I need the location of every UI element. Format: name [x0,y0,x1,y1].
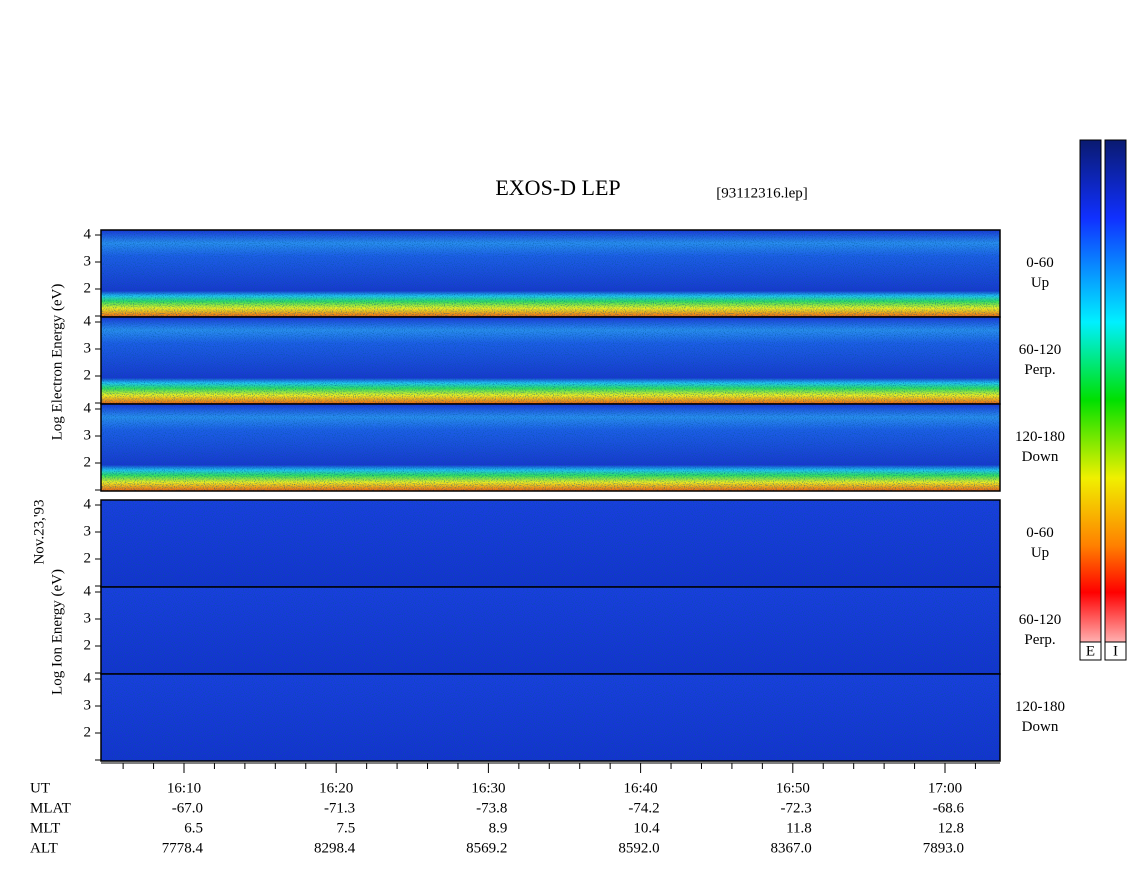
ephemeris-value: -72.3 [781,800,812,816]
file-label: [93112316.lep] [716,185,808,201]
y-tick-label: 4 [84,583,92,599]
panel-frame [100,403,1001,492]
y-tick-label: 2 [84,454,92,470]
direction-label: Up [1031,545,1049,561]
x-tick-label: 16:10 [167,780,201,796]
y-tick-label: 3 [84,427,92,443]
y-axis-label: Log Electron Energy (eV) [49,284,65,441]
x-tick-label: 16:30 [471,780,505,796]
y-tick-label: 4 [84,400,92,416]
y-tick-label: 3 [84,253,92,269]
y-tick-label: 4 [84,496,92,512]
spectrogram-noise [101,500,1000,587]
ephemeris-value: -67.0 [172,800,203,816]
pitch-label: 0-60 [1026,525,1054,541]
ephemeris-value: -71.3 [324,800,355,816]
pitch-label: 0-60 [1026,255,1054,271]
ephemeris-value: 8298.4 [314,840,356,856]
y-tick-label: 4 [84,670,92,686]
ephemeris-value: 7893.0 [923,840,964,856]
pitch-label: 120-180 [1015,429,1065,445]
y-tick-label: 3 [84,340,92,356]
y-tick-label: 4 [84,313,92,329]
direction-label: Perp. [1024,632,1055,648]
direction-label: Down [1022,719,1059,735]
ephemeris-value: -73.8 [476,800,507,816]
ephemeris-value: 7778.4 [162,840,204,856]
y-tick-label: 2 [84,550,92,566]
direction-label: Perp. [1024,362,1055,378]
y-tick-label: 2 [84,724,92,740]
colorbar-i [1104,139,1127,661]
y-tick-label: 2 [84,367,92,383]
colorbar-label-box [1104,641,1127,661]
ephemeris-value: -74.2 [628,800,659,816]
ephemeris-value: 8.9 [489,820,508,836]
row-label: UT [30,780,50,796]
ephemeris-value: 8569.2 [466,840,507,856]
ephemeris-value: 8367.0 [771,840,812,856]
y-tick-label: 3 [84,697,92,713]
ephemeris-value: 12.8 [938,820,964,836]
colorbar-label: E [1086,643,1095,659]
colorbar-label-box [1079,641,1102,661]
ephemeris-value: 11.8 [786,820,812,836]
ephemeris-value: 8592.0 [618,840,659,856]
row-label: ALT [30,840,58,856]
y-tick-label: 2 [84,637,92,653]
spectrogram-noise [101,674,1000,761]
row-label: MLAT [30,800,71,816]
pitch-label: 120-180 [1015,699,1065,715]
x-tick-label: 16:50 [776,780,810,796]
spectrogram-noise [101,404,1000,491]
ephemeris-value: -68.6 [933,800,965,816]
y-tick-label: 3 [84,523,92,539]
direction-label: Up [1031,275,1049,291]
row-label: MLT [30,820,60,836]
x-tick-label: 16:20 [319,780,353,796]
y-tick-label: 3 [84,610,92,626]
colorbar-e [1079,139,1102,661]
ephemeris-value: 10.4 [633,820,660,836]
panel-frame [100,673,1001,762]
ephemeris-value: 7.5 [336,820,355,836]
pitch-label: 60-120 [1019,342,1062,358]
x-tick-label: 17:00 [928,780,962,796]
x-tick-label: 16:40 [624,780,658,796]
spectrogram-noise [101,317,1000,404]
chart-title: EXOS-D LEP [495,175,620,200]
colorbar: E I [1079,139,1127,661]
y-tick-label: 4 [84,226,92,242]
spectrogram-noise [101,587,1000,674]
direction-label: Down [1022,449,1059,465]
date-label: Nov.23,'93 [31,499,47,564]
ephemeris-value: 6.5 [184,820,203,836]
y-axis-label: Log Ion Energy (eV) [49,569,65,695]
spectrogram-noise [101,230,1000,317]
pitch-label: 60-120 [1019,612,1062,628]
colorbar-label: I [1113,643,1118,659]
y-tick-label: 2 [84,280,92,296]
